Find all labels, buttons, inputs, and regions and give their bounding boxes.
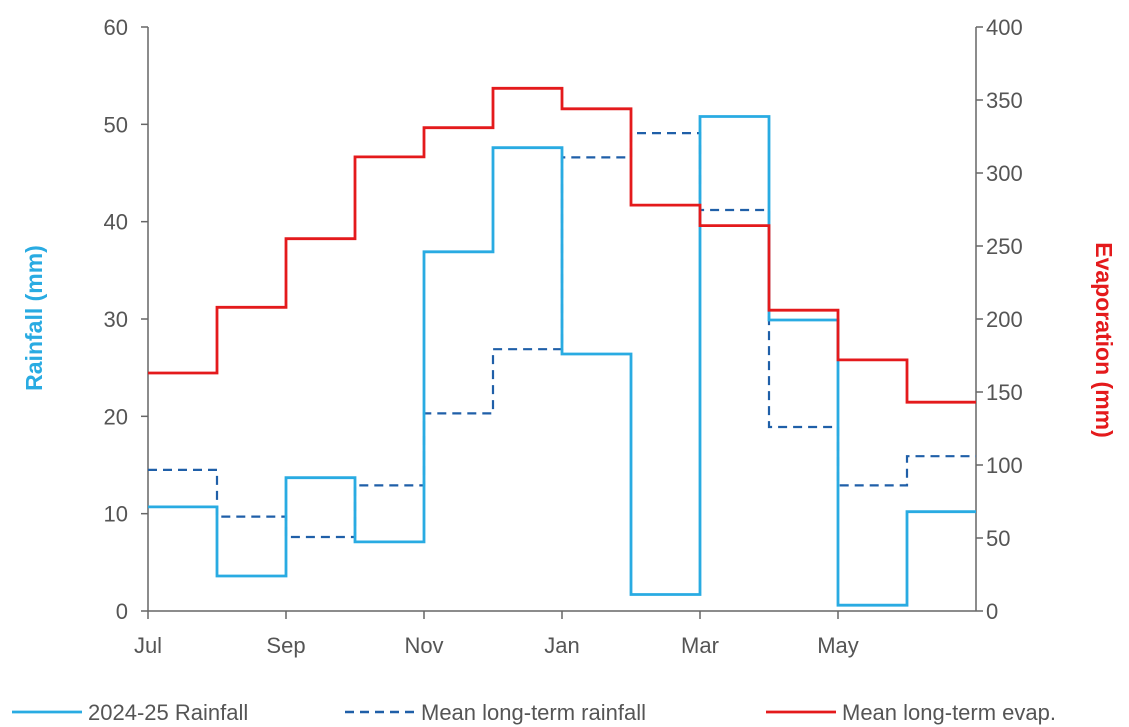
- y-tick-label: 20: [104, 404, 128, 429]
- y-tick-label: 60: [104, 15, 128, 40]
- y-tick-label: 40: [104, 210, 128, 235]
- legend: 2024-25 Rainfall Mean long-term rainfall M…: [12, 700, 1056, 725]
- y-tick-label: 10: [104, 502, 128, 527]
- x-tick-label: Jul: [134, 633, 162, 658]
- y2-tick-label: 150: [986, 380, 1023, 405]
- x-tick-label: Nov: [404, 633, 443, 658]
- y2-axis-title: Evaporation (mm): [1091, 242, 1117, 438]
- x-tick-label: Jan: [544, 633, 579, 658]
- y2-tick-label: 350: [986, 88, 1023, 113]
- y2-tick-label: 100: [986, 453, 1023, 478]
- legend-label-0: 2024-25 Rainfall: [88, 700, 248, 725]
- y2-tick-label: 50: [986, 526, 1010, 551]
- x-tick-label: May: [817, 633, 859, 658]
- y-axis-title: Rainfall (mm): [21, 245, 47, 391]
- series-line-0: [148, 115, 976, 607]
- y2-tick-label: 0: [986, 599, 998, 624]
- axes: 0 10 20 30 40 50 60 0 50 100 150 200 250 300 350 400 Jul…: [104, 15, 1023, 658]
- y2-tick-label: 250: [986, 234, 1023, 259]
- legend-label-1: Mean long-term rainfall: [421, 700, 646, 725]
- y2-tick-label: 200: [986, 307, 1023, 332]
- y-tick-label: 30: [104, 307, 128, 332]
- y2-tick-label: 400: [986, 15, 1023, 40]
- legend-label-2: Mean long-term evap.: [842, 700, 1056, 725]
- y2-tick-label: 300: [986, 161, 1023, 186]
- x-tick-label: Sep: [266, 633, 305, 658]
- series: [148, 86, 976, 607]
- x-tick-label: Mar: [681, 633, 719, 658]
- series-line-2: [148, 86, 976, 404]
- y-tick-label: 50: [104, 112, 128, 137]
- y-tick-label: 0: [116, 599, 128, 624]
